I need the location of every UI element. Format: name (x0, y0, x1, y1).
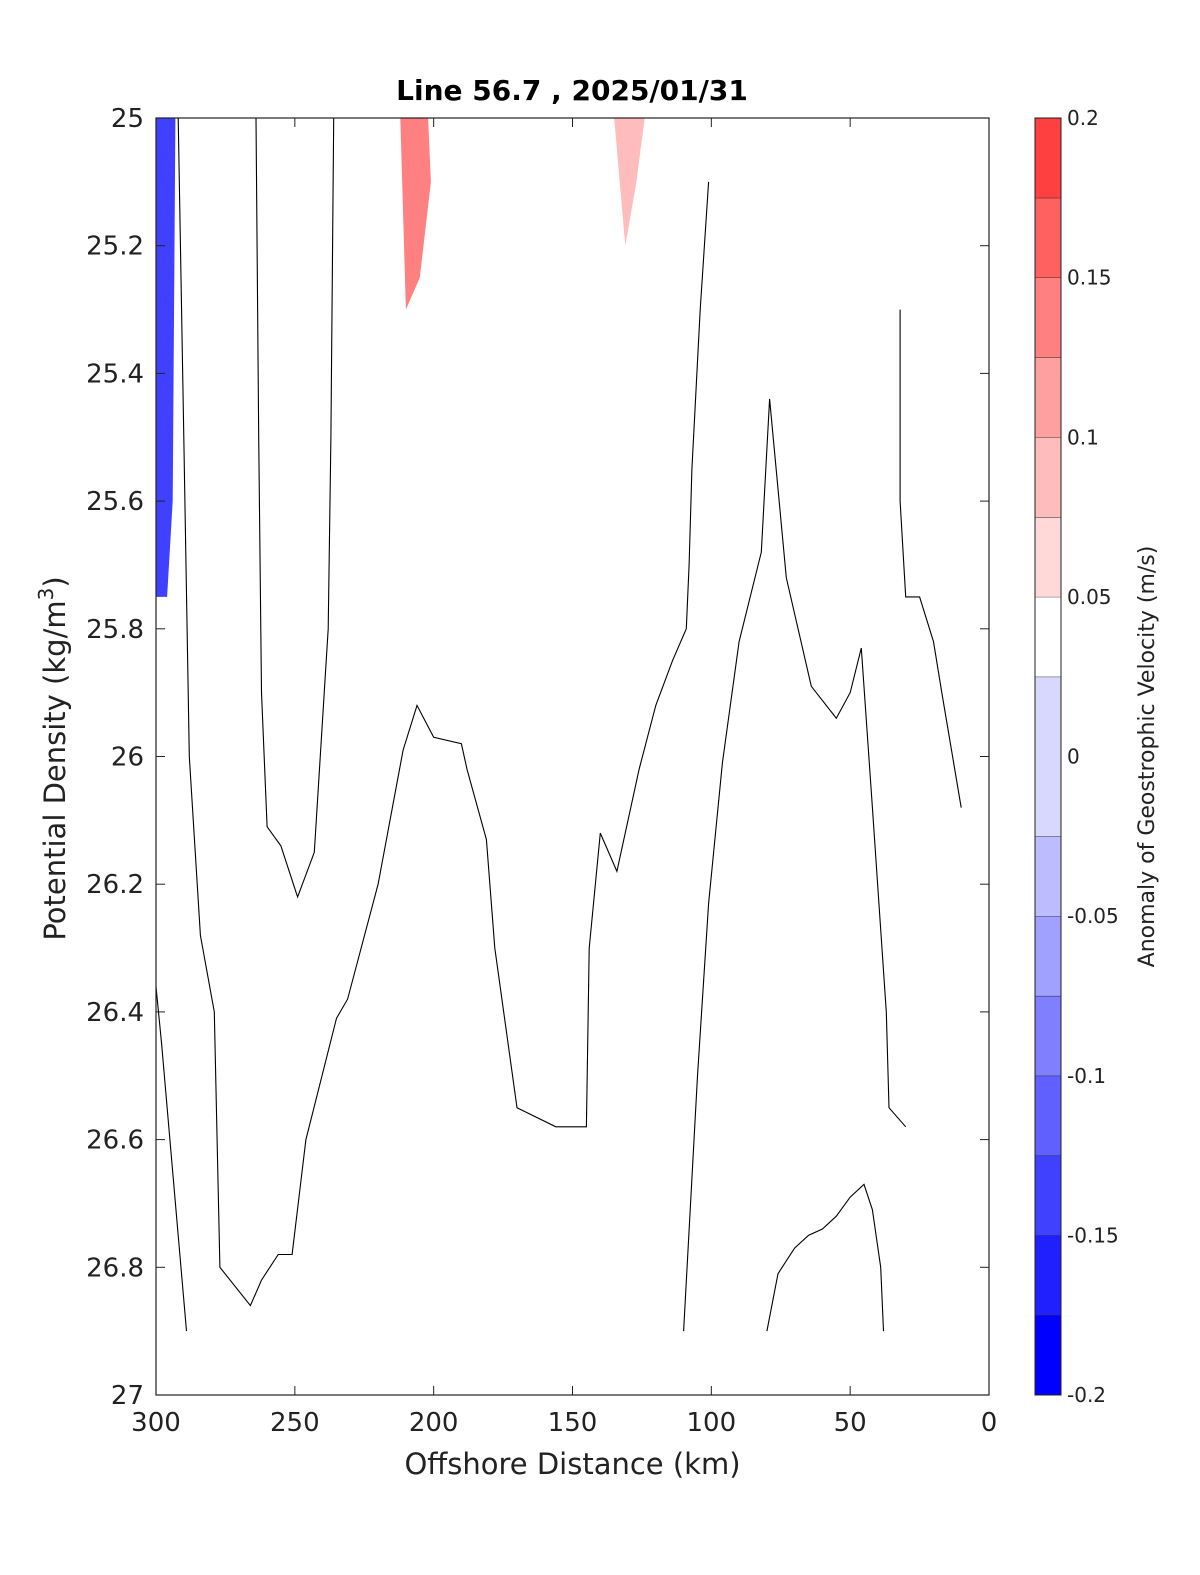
y-axis-label: Potential Density (kg/m3) (34, 576, 72, 940)
colorbar-band (1035, 995, 1061, 1076)
zero-contour-2 (255, 117, 335, 899)
filled-contours (156, 118, 645, 597)
colorbar-band (1035, 916, 1061, 996)
colorbar-band (1035, 836, 1061, 917)
colorbar-tick-label: 0.1 (1067, 425, 1099, 449)
colorbar-band (1035, 596, 1061, 677)
colorbar-label: Anomaly of Geostrophic Velocity (m/s) (1135, 546, 1160, 968)
zero-contour-4 (683, 398, 907, 1332)
y-tick-label: 26.6 (86, 1126, 144, 1156)
x-tick-label: 150 (548, 1408, 598, 1438)
x-tick-label: 0 (981, 1408, 998, 1438)
y-axis-label-main: Potential Density (kg/m (38, 600, 72, 940)
colorbar-tick-label: 0.2 (1067, 106, 1099, 130)
colorbar-tick-label: 0.15 (1067, 266, 1112, 290)
chart-title: Line 56.7 , 2025/01/31 (396, 74, 748, 107)
colorbar-band (1035, 197, 1061, 278)
zero-contour-6 (899, 309, 962, 808)
x-tick-label: 250 (270, 1408, 320, 1438)
y-axis: 25 25.2 25.4 25.6 25.8 26 26.2 26.4 26.6 26.8 27 (86, 104, 989, 1411)
x-tick-label: 300 (131, 1408, 181, 1438)
colorbar-band (1035, 357, 1061, 438)
zero-contour-3 (155, 986, 188, 1332)
colorbar-frame (1034, 117, 1062, 1396)
colorbar-band (1035, 1155, 1061, 1236)
y-tick-label: 27 (111, 1381, 144, 1411)
colorbar-tick-label: -0.1 (1067, 1064, 1106, 1088)
y-tick-label: 25 (111, 104, 144, 134)
colorbar-band (1035, 676, 1061, 837)
contour-region-red-top-2 (614, 118, 645, 246)
colorbar-tick-label: -0.05 (1067, 904, 1119, 928)
colorbar-tick-label: -0.2 (1067, 1383, 1106, 1407)
y-tick-label: 26 (111, 743, 144, 773)
y-tick-label: 26.8 (86, 1253, 144, 1283)
x-axis: 300 250 200 150 100 50 0 (131, 118, 997, 1438)
colorbar-band (1035, 517, 1061, 597)
colorbar-band (1035, 437, 1061, 517)
colorbar-band (1035, 277, 1061, 358)
colorbar-tick-label: 0.05 (1067, 585, 1112, 609)
zero-contour-5 (766, 1183, 885, 1332)
colorbar: -0.2 -0.15 -0.1 -0.05 0 0.05 0.1 0.15 0.2 (1034, 106, 1119, 1407)
contour-region-blue-core-3 (156, 118, 176, 597)
colorbar-band (1035, 118, 1061, 198)
y-tick-label: 25.8 (86, 615, 144, 645)
colorbar-tick-label: 0 (1067, 745, 1080, 769)
y-tick-label: 25.2 (86, 232, 144, 262)
contour-region-red-top-5 (400, 118, 431, 310)
y-tick-label: 25.4 (86, 359, 144, 389)
y-tick-label: 26.2 (86, 870, 144, 900)
y-axis-label-sup: 3 (34, 588, 58, 601)
x-tick-label: 200 (409, 1408, 459, 1438)
colorbar-band (1035, 1235, 1061, 1316)
y-axis-label-close: ) (38, 576, 72, 587)
plot-frame (155, 117, 990, 1396)
colorbar-band (1035, 1075, 1061, 1156)
x-axis-label: Offshore Distance (km) (404, 1447, 740, 1481)
zero-contour-1 (177, 117, 710, 1307)
colorbar-tick-label: -0.15 (1067, 1223, 1119, 1247)
x-tick-label: 100 (687, 1408, 737, 1438)
x-tick-label: 50 (834, 1408, 867, 1438)
y-tick-label: 25.6 (86, 487, 144, 517)
contour-lines (155, 117, 962, 1332)
colorbar-band (1035, 1315, 1061, 1395)
y-tick-label: 26.4 (86, 998, 144, 1028)
